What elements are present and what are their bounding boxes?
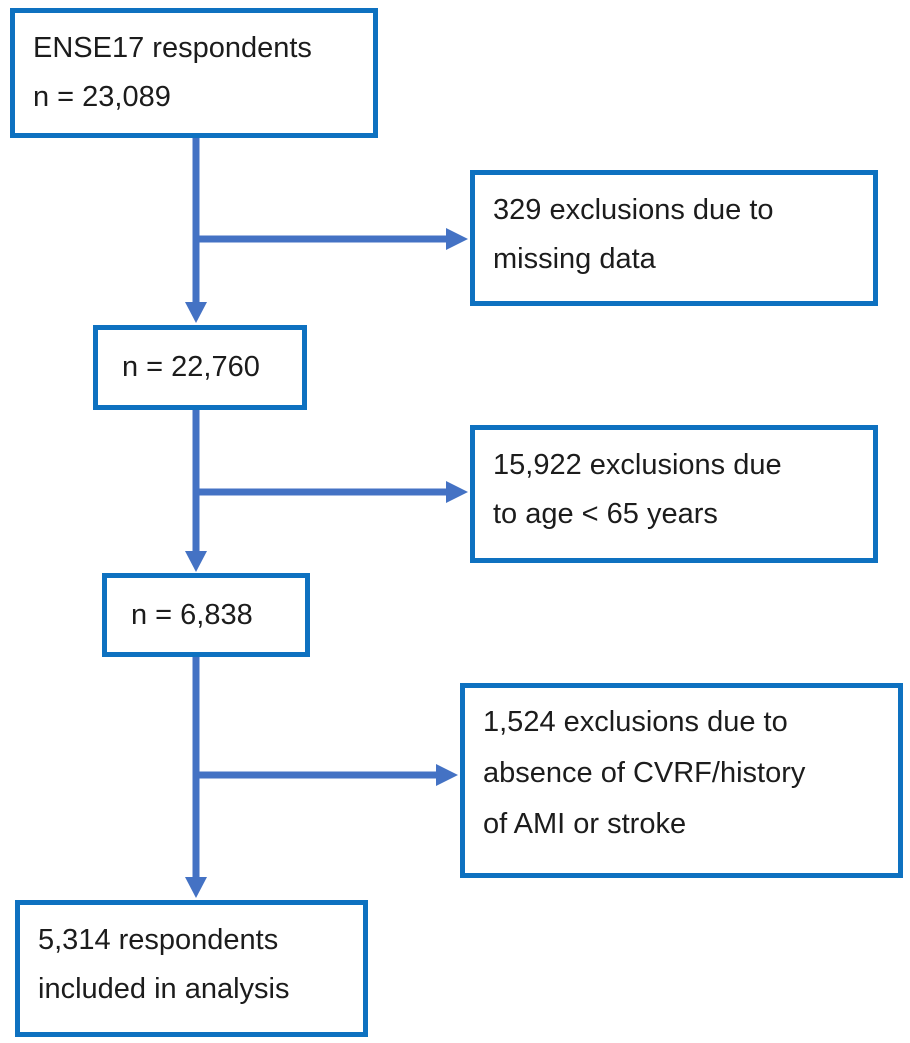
node-start-line-2: n = 23,089 (33, 81, 171, 113)
arrow-right-3-head (436, 764, 458, 786)
arrow-down-1-head (185, 302, 207, 323)
node-exclusion-cvrf: 1,524 exclusions due to absence of CVRF/… (460, 683, 903, 878)
node-start: ENSE17 respondents n = 23,089 (10, 8, 378, 138)
node-exclusion-age-line-2: to age < 65 years (493, 498, 718, 530)
arrow-down-3-head (185, 877, 207, 898)
node-exclusion-cvrf-line-1: 1,524 exclusions due to (483, 706, 788, 738)
node-exclusion-missing-data: 329 exclusions due to missing data (470, 170, 878, 306)
node-after-missing-data: n = 22,760 (93, 325, 307, 410)
arrow-right-2-head (446, 481, 468, 503)
arrow-right-1-head (446, 228, 468, 250)
node-exclusion-cvrf-line-3: of AMI or stroke (483, 808, 687, 840)
node-exclusion-missing-data-line-2: missing data (493, 243, 656, 275)
node-after-age-filter: n = 6,838 (102, 573, 310, 657)
node-final-analysis-line-2: included in analysis (38, 973, 290, 1005)
node-exclusion-cvrf-line-2: absence of CVRF/history (483, 757, 806, 789)
node-final-analysis: 5,314 respondents included in analysis (15, 900, 368, 1037)
node-exclusion-missing-data-line-1: 329 exclusions due to (493, 194, 774, 226)
node-exclusion-age: 15,922 exclusions due to age < 65 years (470, 425, 878, 563)
node-final-analysis-line-1: 5,314 respondents (38, 924, 279, 956)
node-after-missing-data-line-1: n = 22,760 (122, 351, 260, 383)
node-exclusion-age-line-1: 15,922 exclusions due (493, 449, 782, 481)
node-start-line-1: ENSE17 respondents (33, 32, 312, 64)
node-after-age-filter-line-1: n = 6,838 (131, 598, 253, 631)
arrow-down-2-head (185, 551, 207, 572)
